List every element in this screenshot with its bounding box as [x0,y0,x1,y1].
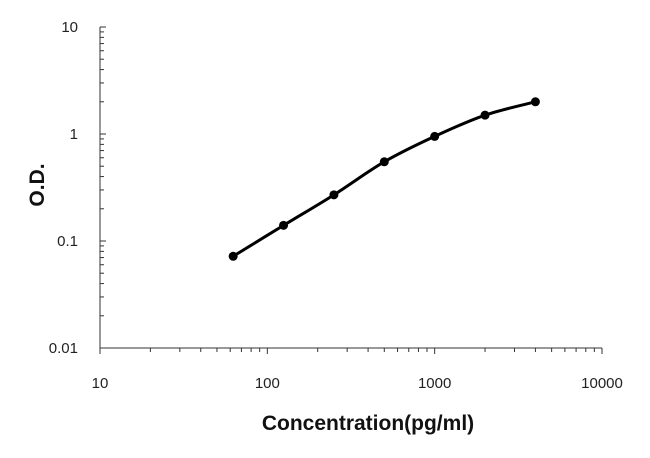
data-point [430,131,440,141]
data-point [329,190,339,200]
x-axis-title: Concentration(pg/ml) [262,412,474,435]
x-tick-label: 100 [255,375,280,392]
x-tick-label: 10 [92,375,109,392]
data-point [530,97,540,107]
data-point [379,157,389,167]
axes [99,26,603,354]
x-tick-label: 1000 [418,375,451,392]
tick-labels: 10 100 1000 10000 0.01 0.1 1 10 [49,19,623,392]
data-point [228,251,238,261]
series-layer [228,97,540,261]
x-tick-label: 10000 [581,375,623,392]
series-line [232,100,536,258]
y-tick-label: 10 [61,19,78,36]
y-tick-label: 0.01 [49,340,78,357]
y-tick-label: 1 [70,126,78,143]
data-point [480,110,490,120]
data-point [279,220,289,230]
y-tick-label: 0.1 [57,233,78,250]
y-axis-title: O.D. [26,163,49,206]
